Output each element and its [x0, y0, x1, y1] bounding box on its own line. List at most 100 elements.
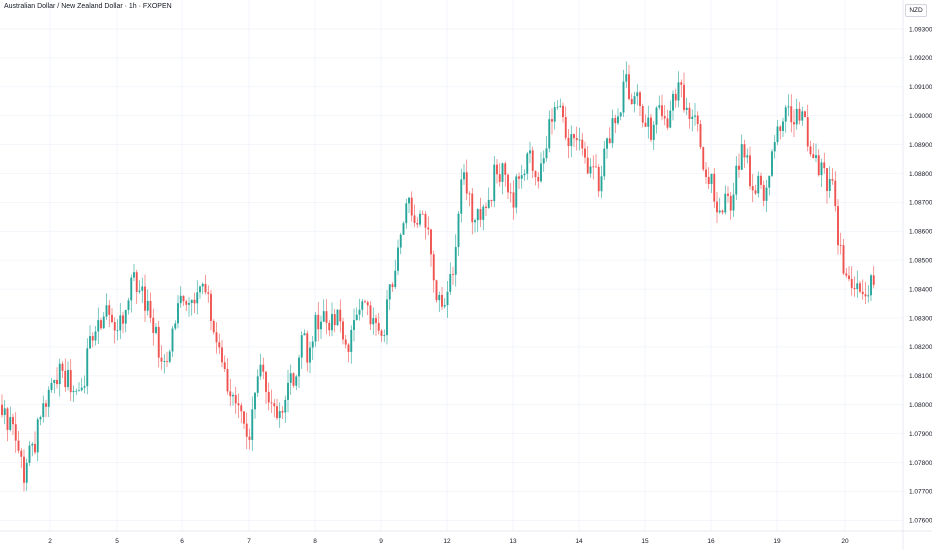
candle-body — [108, 305, 111, 315]
candle-body — [611, 118, 614, 144]
candle-body — [694, 115, 696, 117]
candle-body — [320, 321, 322, 330]
candle-body — [625, 74, 628, 82]
candle-body — [133, 272, 135, 278]
candle-body — [564, 117, 567, 138]
time-tick-label: 7 — [247, 538, 251, 545]
candle-body — [762, 184, 765, 201]
candle-body — [254, 392, 256, 410]
candle-body — [474, 220, 476, 223]
candle-body — [361, 301, 364, 310]
price-tick-label: 1.09200 — [909, 55, 932, 62]
candle-body — [265, 371, 267, 392]
price-tick-label: 1.08800 — [909, 171, 932, 178]
candle-body — [575, 138, 578, 141]
candle-body — [424, 213, 427, 228]
candle-body — [773, 142, 776, 152]
candle-body — [94, 331, 97, 341]
candle-body — [427, 227, 430, 230]
candle-body — [729, 195, 732, 211]
candle-body — [683, 84, 685, 110]
candle-body — [526, 153, 529, 174]
candle-body — [262, 364, 265, 372]
time-tick-label: 2 — [48, 538, 52, 545]
candle-body — [287, 382, 289, 400]
candle-body — [185, 301, 188, 305]
candle-body — [284, 399, 287, 413]
candle-body — [782, 121, 784, 131]
candle-body — [419, 213, 421, 225]
candle-body — [251, 409, 254, 440]
candle-body — [50, 383, 53, 390]
candle-body — [432, 254, 435, 281]
candle-body — [182, 295, 185, 302]
currency-badge[interactable]: NZD — [905, 4, 927, 17]
candle-body — [221, 347, 223, 363]
candle-body — [614, 118, 617, 124]
candle-body — [177, 303, 179, 324]
candle-body — [347, 344, 350, 352]
candle-body — [135, 272, 138, 292]
candle-body — [377, 322, 380, 331]
candle-body — [606, 138, 608, 149]
candle-body — [416, 223, 419, 225]
candle-body — [199, 286, 201, 293]
candle-body — [592, 166, 595, 168]
time-tick-label: 15 — [641, 538, 649, 545]
candle-body — [751, 186, 754, 191]
candle-body — [97, 320, 100, 332]
candle-body — [12, 417, 14, 425]
candle-body — [204, 283, 207, 293]
candle-body — [89, 336, 91, 349]
candle-body — [309, 347, 311, 363]
candle-body — [193, 299, 196, 304]
candle-body — [31, 443, 34, 446]
candle-body — [386, 299, 388, 336]
candle-body — [617, 116, 619, 124]
candle-body — [196, 292, 199, 304]
candle-body — [314, 314, 317, 342]
price-tick-label: 1.08100 — [909, 373, 932, 380]
candle-body — [699, 124, 702, 148]
candle-body — [289, 373, 292, 383]
candle-body — [732, 194, 735, 211]
candle-body — [124, 310, 127, 324]
candle-body — [122, 315, 124, 324]
candle-body — [1, 404, 3, 415]
candle-body — [597, 166, 600, 192]
candle-body — [812, 154, 815, 159]
time-axis[interactable]: 2 5 6 7 8 9 12 13 14 15 16 19 20 — [48, 538, 849, 545]
candle-body — [234, 394, 237, 404]
price-tick-label: 1.07900 — [909, 431, 932, 438]
candle-body — [102, 316, 105, 329]
candle-body — [507, 174, 509, 193]
candle-body — [141, 286, 144, 291]
candle-body — [600, 176, 603, 192]
candle-body — [768, 175, 771, 188]
candle-body — [603, 148, 606, 177]
candle-body — [680, 82, 683, 85]
candle-body — [531, 150, 534, 171]
candle-body — [240, 405, 243, 412]
candle-body — [42, 403, 45, 418]
candle-body — [674, 93, 677, 101]
price-axis[interactable]: 1.09300 1.09200 1.09100 1.09000 1.08900 1.088… — [909, 26, 932, 524]
candle-body — [721, 210, 724, 213]
candle-body — [215, 332, 218, 343]
candle-body — [622, 81, 625, 113]
candle-body — [779, 126, 782, 131]
candle-body — [820, 162, 823, 176]
chart-title: Australian Dollar / New Zealand Dollar ·… — [4, 3, 172, 10]
candle-body — [237, 403, 240, 406]
candle-body — [589, 166, 592, 174]
candle-body — [457, 213, 460, 247]
candle-body — [391, 284, 394, 288]
candle-body — [504, 163, 507, 175]
candle-body — [795, 108, 798, 125]
candle-body — [471, 193, 474, 223]
candle-body — [383, 335, 386, 336]
candle-body — [364, 301, 366, 303]
candle-body — [573, 134, 575, 139]
price-tick-label: 1.07600 — [909, 518, 932, 525]
